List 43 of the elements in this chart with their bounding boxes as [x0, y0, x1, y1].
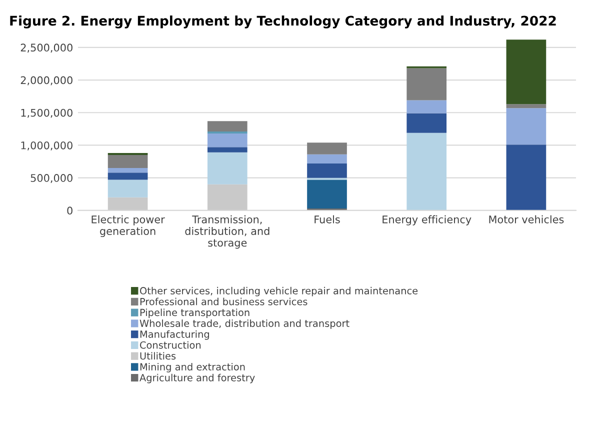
bar — [406, 113, 447, 133]
y-tick-label: 1,000,000 — [21, 141, 72, 150]
x-tick-label: Fuels — [314, 215, 340, 224]
bar — [108, 180, 148, 198]
bar — [506, 104, 546, 108]
bar — [108, 168, 148, 173]
y-tick-label: 2,000,000 — [20, 76, 72, 86]
bar — [207, 121, 248, 132]
bar — [406, 132, 447, 210]
legend-label: Agriculture and forestry — [140, 374, 255, 384]
bar — [406, 100, 447, 114]
legend-label: Other services, including vehicle repair and maintenance — [140, 286, 418, 296]
bar — [207, 133, 248, 148]
bar — [307, 154, 347, 164]
bar — [506, 144, 546, 210]
bar — [307, 142, 347, 154]
x-tick-label: Electric power generation — [92, 215, 165, 238]
bar — [207, 184, 248, 210]
legend-label: Wholesale trade, distribution and transport — [140, 319, 350, 329]
bar — [406, 68, 447, 100]
legend-label: Professional and business services — [140, 298, 308, 306]
y-tick-label: 0 — [67, 206, 72, 215]
legend-label: Mining and extraction — [140, 362, 245, 372]
y-tick-label: 500,000 — [30, 174, 72, 183]
legend-label: Construction — [140, 341, 201, 349]
x-tick-label: Transmission, distribution, and storage — [185, 215, 270, 249]
legend-label: Manufacturing — [140, 330, 209, 340]
chart-title: Figure 2. Energy Employment by Technology Category and Industry, 2022 — [10, 16, 556, 28]
legend-label: Pipeline transportation — [140, 308, 250, 318]
bar — [307, 180, 347, 208]
bar — [506, 108, 546, 145]
bar — [108, 155, 148, 168]
y-tick-label: 1,500,000 — [21, 108, 72, 118]
y-tick-label: 2,500,000 — [20, 44, 72, 53]
bar — [207, 147, 248, 152]
x-tick-label: Energy efficiency — [382, 215, 472, 226]
bar — [506, 40, 546, 104]
x-tick-label: Motor vehicles — [489, 215, 564, 224]
legend-label: Utilities — [140, 352, 176, 360]
bar — [108, 197, 148, 210]
bar — [207, 152, 248, 184]
bar — [307, 163, 347, 178]
bar — [108, 172, 148, 180]
